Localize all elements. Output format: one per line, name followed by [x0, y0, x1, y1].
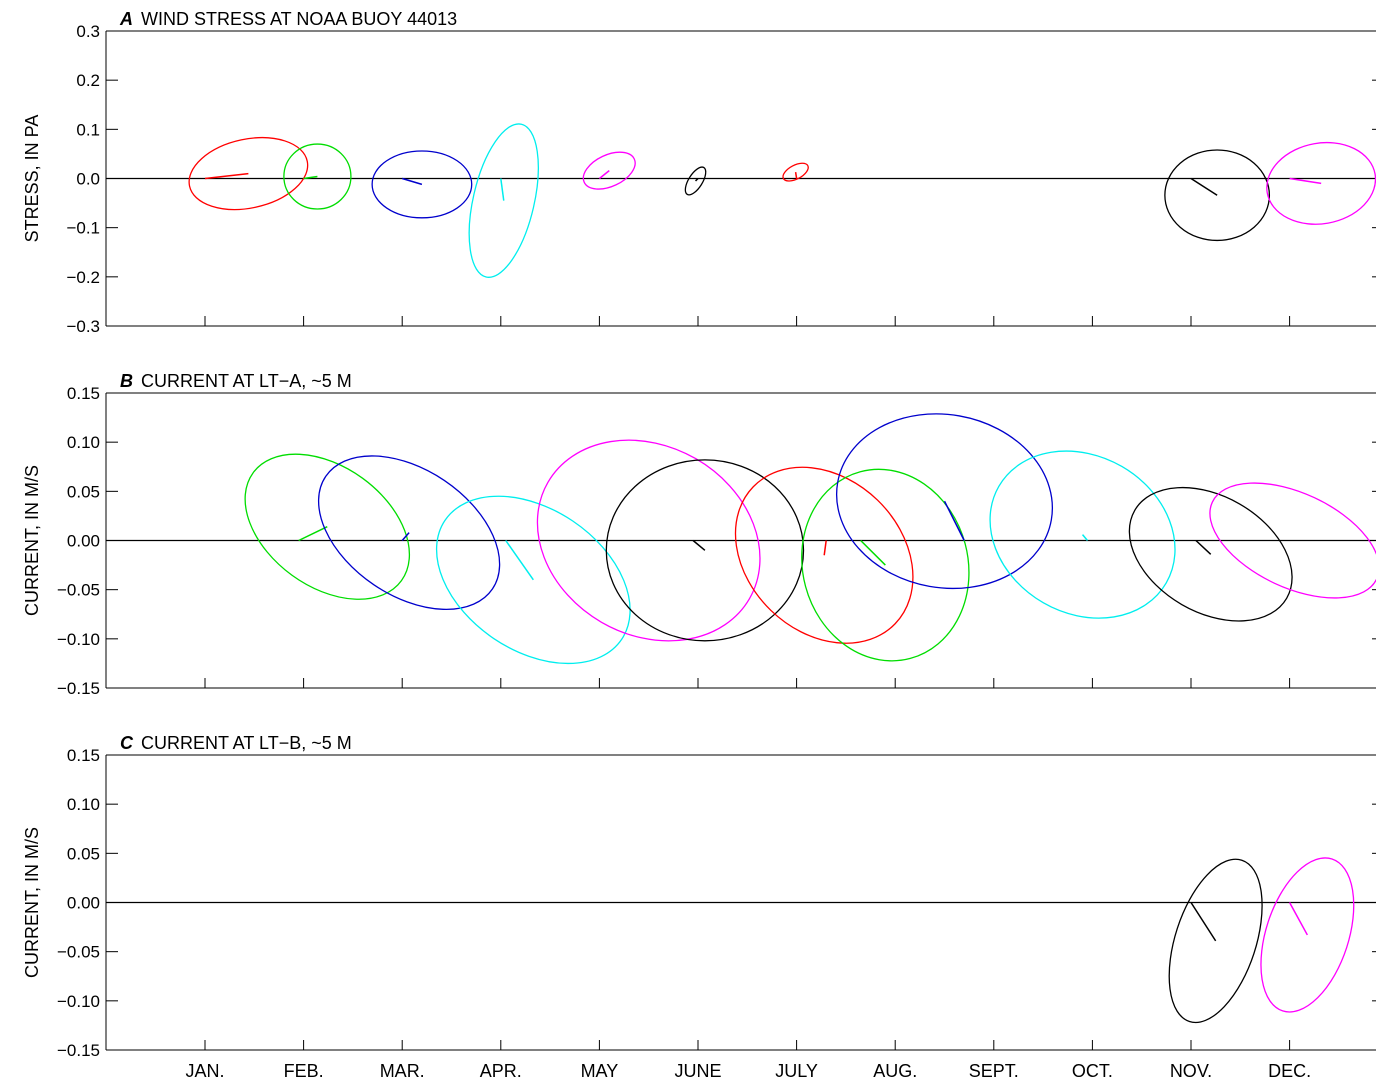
variance-ellipse [1266, 141, 1376, 225]
y-tick-label: −0.3 [66, 317, 100, 336]
y-tick-label: 0.0 [76, 170, 100, 189]
variance-ellipse [536, 439, 761, 642]
variance-ellipse [188, 137, 309, 211]
mean-vector [303, 175, 318, 180]
mean-vector [1289, 177, 1322, 185]
y-tick-label: −0.05 [57, 943, 100, 962]
variance-ellipse [989, 450, 1176, 619]
panel-letter: B [120, 371, 133, 391]
mean-vector [505, 540, 534, 581]
mean-vector [204, 172, 249, 180]
panel-data [244, 413, 1376, 665]
y-tick-label: 0.00 [67, 532, 100, 551]
variance-ellipse [1260, 857, 1355, 1013]
variance-ellipse [435, 495, 631, 665]
mean-vector [598, 170, 610, 180]
month-label: JAN. [185, 1061, 224, 1081]
y-tick-label: −0.10 [57, 992, 100, 1011]
variance-ellipse [244, 453, 411, 600]
y-tick-label: 0.10 [67, 433, 100, 452]
variance-ellipse [283, 143, 352, 210]
variance-ellipse [801, 468, 970, 662]
y-tick-label: 0.05 [67, 844, 100, 863]
y-axis-label: STRESS, IN PA [22, 115, 42, 243]
panel-title-text: WIND STRESS AT NOAA BUOY 44013 [141, 9, 457, 29]
panel-data [188, 123, 1376, 278]
variance-ellipse [371, 150, 473, 219]
y-tick-label: 0.15 [67, 746, 100, 765]
variance-ellipse [1128, 486, 1293, 622]
y-tick-label: −0.1 [66, 219, 100, 238]
y-tick-label: 0.1 [76, 120, 100, 139]
panel-a: −0.3 −0.2 −0.1 0.0 0.1 0.2 0.3 STRESS, IN PA A WI… [22, 9, 1376, 336]
variance-ellipse [734, 466, 914, 644]
mean-vector [298, 526, 328, 542]
month-label: DEC. [1268, 1061, 1311, 1081]
y-tick-label: −0.05 [57, 581, 100, 600]
panel-title-text: CURRENT AT LT−A, ~5 M [141, 371, 352, 391]
panel-letter: C [120, 733, 134, 753]
mean-vector [1288, 902, 1309, 936]
variance-ellipse [782, 162, 809, 182]
variance-ellipse [605, 459, 805, 642]
variance-ellipse [582, 151, 636, 190]
mean-vector [823, 540, 827, 556]
panel-title: B CURRENT AT LT−A, ~5 M [120, 371, 352, 391]
month-label: FEB. [284, 1061, 324, 1081]
mean-vector [401, 532, 410, 541]
month-label: APR. [480, 1061, 522, 1081]
panel-letter: A [119, 9, 133, 29]
mean-vector [794, 171, 798, 179]
panel-b: −0.15 −0.10 −0.05 0.00 0.05 0.10 0.15 CURRENT, … [22, 371, 1376, 698]
month-label: JUNE [674, 1061, 721, 1081]
y-tick-label: −0.2 [66, 268, 100, 287]
mean-vector [860, 539, 886, 566]
mean-vector [943, 500, 965, 541]
mean-vector [1081, 534, 1089, 541]
y-tick-label: −0.10 [57, 630, 100, 649]
mean-vector [1190, 902, 1217, 942]
y-tick-label: 0.00 [67, 894, 100, 913]
variance-ellipse [1164, 149, 1271, 242]
mean-vector [692, 539, 706, 551]
mean-vector [401, 177, 423, 186]
panel-title: A WIND STRESS AT NOAA BUOY 44013 [119, 9, 457, 29]
variance-ellipse [468, 123, 539, 278]
y-tick-label: −0.15 [57, 679, 100, 698]
y-tick-label: 0.05 [67, 482, 100, 501]
y-tick-label: 0.15 [67, 384, 100, 403]
y-tick-label: 0.2 [76, 71, 100, 90]
mean-vector [1190, 177, 1218, 196]
month-label: NOV. [1170, 1061, 1212, 1081]
panel-data [1168, 857, 1355, 1024]
panel-title-text: CURRENT AT LT−B, ~5 M [141, 733, 352, 753]
month-label: SEPT. [969, 1061, 1019, 1081]
y-tick-label: −0.15 [57, 1041, 100, 1060]
variance-ellipse [1209, 482, 1376, 599]
mean-vector [1195, 539, 1212, 555]
month-label: MAY [581, 1061, 619, 1081]
variance-ellipse [835, 413, 1054, 590]
month-label: JULY [775, 1061, 818, 1081]
y-axis-label: CURRENT, IN M/S [22, 827, 42, 978]
variance-ellipse [684, 166, 707, 196]
variance-ellipse [317, 455, 501, 610]
panel-c: −0.15 −0.10 −0.05 0.00 0.05 0.10 0.15 CURRENT, … [22, 733, 1376, 1060]
y-tick-label: 0.10 [67, 795, 100, 814]
variance-ellipse [1168, 858, 1263, 1024]
month-label: AUG. [873, 1061, 917, 1081]
y-axis-label: CURRENT, IN M/S [22, 465, 42, 616]
y-tick-label: 0.3 [76, 22, 100, 41]
month-label: MAR. [380, 1061, 425, 1081]
month-label: OCT. [1072, 1061, 1113, 1081]
panel-title: C CURRENT AT LT−B, ~5 M [120, 733, 352, 753]
mean-vector [500, 178, 505, 201]
mean-vector [695, 177, 699, 182]
